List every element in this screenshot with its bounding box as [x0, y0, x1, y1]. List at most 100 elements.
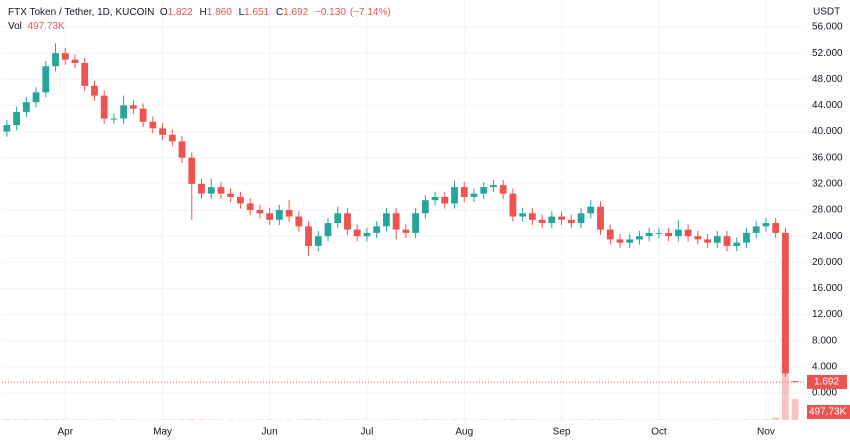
- candle-body: [13, 111, 21, 126]
- volume-bar: [509, 419, 517, 420]
- candle-body: [305, 226, 312, 246]
- y-tick-label: 44.000: [812, 100, 843, 111]
- x-tick-label: Jul: [361, 427, 374, 438]
- candle-body: [412, 213, 420, 233]
- ohlc-key: H: [199, 7, 207, 18]
- candle-body: [548, 216, 556, 224]
- price-tag: [807, 374, 847, 389]
- y-tick-label: 52.000: [812, 48, 843, 59]
- candle-body: [655, 232, 663, 234]
- volume-line: Vol 497.73K: [8, 20, 395, 34]
- candle-body: [168, 134, 176, 142]
- candle-body: [665, 232, 673, 237]
- change-pct: (−7.14%): [349, 7, 391, 18]
- x-tick-label: Jun: [262, 427, 278, 438]
- ohlc-line: FTX Token / Tether, 1D, KUCOIN O1.822 H1…: [8, 6, 395, 20]
- volume-bar: [3, 419, 11, 420]
- candle-body: [713, 236, 721, 243]
- volume-key: Vol: [8, 21, 22, 32]
- x-tick-label: Nov: [757, 427, 775, 438]
- candle-body: [110, 118, 118, 120]
- legend-header: FTX Token / Tether, 1D, KUCOIN O1.822 H1…: [8, 6, 395, 34]
- candle-body: [334, 213, 342, 224]
- volume-tag-label: 497.73K: [809, 407, 847, 418]
- y-tick-label: 36.000: [812, 152, 843, 163]
- candle-body: [470, 193, 478, 197]
- candle-body: [275, 210, 283, 220]
- candle-body: [558, 216, 565, 220]
- currency-label: USDT: [813, 7, 840, 18]
- ohlc-value: 1.822: [167, 7, 193, 18]
- volume-bar: [791, 399, 799, 420]
- candle-body: [149, 121, 157, 129]
- candle-body: [382, 213, 390, 227]
- candle-body: [509, 193, 517, 217]
- volume-bar: [71, 419, 79, 420]
- candle-body: [674, 229, 682, 237]
- candle-body: [636, 236, 643, 240]
- candle-body: [597, 206, 604, 230]
- candle-body: [42, 66, 50, 93]
- y-tick-label: 8.000: [812, 335, 837, 346]
- candle-body: [694, 236, 702, 240]
- candle-body: [781, 232, 789, 374]
- candle-body: [791, 381, 799, 383]
- volume-bar: [52, 419, 59, 420]
- volume-tag: [807, 405, 850, 419]
- y-tick-label: 48.000: [812, 74, 843, 85]
- y-tick-label: 56.000: [812, 22, 843, 33]
- x-tick-label: Oct: [651, 427, 667, 438]
- candle-body: [324, 223, 332, 237]
- y-tick-label: 16.000: [812, 283, 843, 294]
- ohlc-key: O: [159, 7, 168, 18]
- y-tick-label: 4.000: [812, 362, 837, 373]
- candle-body: [120, 105, 128, 119]
- candle-body: [344, 213, 351, 230]
- volume-bar: [752, 419, 760, 420]
- candle-body: [538, 219, 546, 224]
- candle-body: [285, 210, 293, 217]
- candle-body: [217, 187, 225, 194]
- candle-body: [71, 59, 79, 63]
- symbol-title: FTX Token / Tether, 1D, KUCOIN: [8, 7, 155, 18]
- candle-body: [237, 196, 244, 204]
- candle-body: [178, 141, 186, 158]
- candle-body: [22, 102, 30, 112]
- candle-body: [159, 128, 166, 135]
- candle-body: [392, 213, 400, 230]
- volume-bar: [188, 419, 196, 420]
- candle-body: [314, 236, 322, 246]
- y-tick-label: 28.000: [812, 205, 843, 216]
- candle-body: [32, 92, 40, 103]
- volume-bar: [762, 419, 770, 420]
- candle-body: [91, 85, 98, 96]
- price-tag-label: 1.692: [814, 377, 839, 388]
- candle-body: [363, 232, 371, 237]
- candle-body: [528, 213, 536, 220]
- candle-body: [81, 62, 89, 86]
- candle-body: [139, 108, 147, 122]
- candle-body: [460, 187, 468, 197]
- candle-body: [402, 229, 410, 233]
- volume-bar: [178, 419, 186, 420]
- volume-bar: [314, 419, 322, 420]
- candle-body: [645, 232, 653, 237]
- candle-body: [100, 95, 108, 119]
- candle-body: [723, 236, 731, 246]
- volume-bar: [42, 419, 50, 420]
- candle-body: [684, 229, 692, 237]
- volume-bar: [772, 417, 780, 420]
- candle-body: [198, 183, 205, 194]
- candle-body: [373, 226, 381, 233]
- candle-body: [577, 213, 585, 224]
- volume-bar: [22, 419, 30, 420]
- y-tick-label: 0.000: [812, 388, 837, 399]
- candle-body: [451, 187, 458, 204]
- candle-body: [246, 203, 254, 210]
- candle-body: [3, 125, 11, 132]
- candle-body: [129, 105, 137, 109]
- candle-body: [616, 239, 624, 243]
- ohlc-key: L: [238, 7, 245, 18]
